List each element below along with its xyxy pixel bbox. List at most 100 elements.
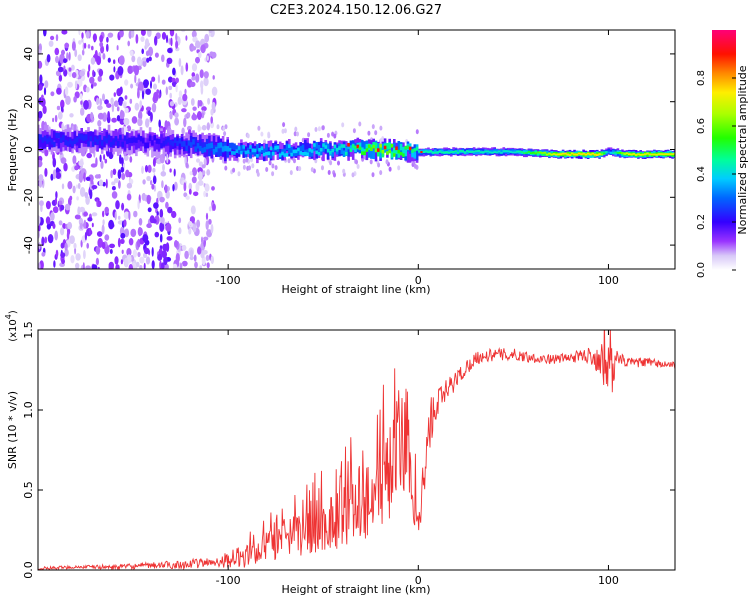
spectrogram-cell bbox=[102, 53, 106, 60]
spectrogram-cell bbox=[75, 253, 81, 261]
spectrogram-cell bbox=[171, 210, 177, 219]
spectrogram-cell bbox=[89, 76, 95, 84]
spectrogram-cell bbox=[242, 164, 246, 170]
spectrogram-cell bbox=[272, 152, 275, 156]
spectrogram-cell bbox=[202, 250, 208, 255]
spectrogram-cell bbox=[206, 262, 210, 269]
spectrogram-cell bbox=[189, 81, 196, 88]
spectrogram-cell bbox=[39, 134, 42, 140]
spectrogram-cell bbox=[163, 255, 168, 266]
spectrogram-cell bbox=[98, 135, 102, 141]
spectrogram-cell bbox=[137, 199, 140, 210]
spectrogram-cell bbox=[123, 211, 130, 219]
spectrogram-cell bbox=[623, 153, 626, 155]
spectrogram-cell bbox=[500, 151, 503, 154]
spectrogram-cell bbox=[245, 157, 249, 163]
spectrogram-cell bbox=[100, 160, 104, 169]
spectrogram-cell bbox=[71, 72, 77, 79]
spectrogram-cell bbox=[379, 170, 383, 176]
spectrogram-cell bbox=[46, 223, 52, 230]
spectrogram-cell bbox=[181, 127, 185, 136]
spectrogram-cell bbox=[605, 151, 608, 153]
spectrogram-cell bbox=[130, 228, 137, 238]
spectrogram-cell bbox=[209, 121, 215, 129]
spectrogram-cell bbox=[55, 191, 58, 199]
spectrogram-cell bbox=[38, 110, 43, 119]
spectrogram-cell bbox=[38, 179, 43, 188]
spectrogram-cell bbox=[306, 152, 309, 156]
spectrogram-cell bbox=[143, 79, 149, 87]
spectrogram-cell bbox=[127, 40, 130, 47]
spectrogram-cell bbox=[440, 149, 444, 153]
spectrogram-cell bbox=[82, 135, 86, 141]
spectrogram-cell bbox=[152, 175, 157, 185]
spectrogram-cell bbox=[397, 149, 401, 154]
spectrogram-cell bbox=[75, 184, 79, 189]
spectrogram-cell bbox=[662, 153, 665, 156]
spectrogram-cell bbox=[246, 150, 250, 154]
spectrogram-cell bbox=[80, 107, 85, 116]
spectrogram-cell bbox=[192, 139, 195, 145]
spectrogram-cell bbox=[313, 145, 316, 161]
spectrogram-cell bbox=[103, 136, 106, 142]
spectrogram-cell bbox=[151, 102, 157, 113]
spectrogram-cell bbox=[319, 148, 323, 156]
spectrogram-cell bbox=[55, 133, 58, 144]
spectrogram-cell bbox=[618, 152, 622, 154]
spectrogram-cell bbox=[231, 151, 234, 155]
spectrogram-cell bbox=[148, 56, 152, 62]
spectrogram-cell bbox=[102, 181, 106, 187]
spectrogram-cell bbox=[53, 141, 56, 148]
spectrogram-cell bbox=[97, 75, 102, 82]
spectrogram-cell bbox=[411, 150, 414, 158]
spectrogram-cell bbox=[87, 141, 90, 147]
spectrogram-cell bbox=[399, 151, 403, 156]
spectrogram-cell bbox=[144, 38, 150, 48]
spectrogram-cell bbox=[486, 151, 490, 155]
spectrogram-cell bbox=[475, 150, 478, 153]
spectrogram-cell bbox=[518, 150, 522, 154]
spectrogram-cell bbox=[69, 195, 73, 201]
spectrogram-cell bbox=[139, 136, 143, 142]
spectrogram-cell bbox=[50, 91, 55, 97]
spectrogram-cell bbox=[240, 150, 243, 155]
spectrogram-cell bbox=[106, 36, 109, 43]
spectrogram-cell bbox=[306, 142, 309, 153]
spectrogram-cell bbox=[283, 148, 286, 156]
spectrogram-cell bbox=[44, 80, 49, 89]
spectrogram-cell bbox=[326, 143, 330, 151]
spectrogram-cell bbox=[160, 171, 167, 177]
spectrogram-cell bbox=[582, 152, 585, 155]
spectrogram-cell bbox=[118, 55, 125, 66]
spectrogram-cell bbox=[226, 147, 229, 158]
spectrogram-cell bbox=[379, 143, 382, 148]
spectrogram-cell bbox=[66, 231, 70, 240]
spectrogram-cell bbox=[113, 100, 119, 107]
spectrogram-cell bbox=[561, 152, 565, 155]
spectrogram-cell bbox=[285, 153, 289, 157]
spectrogram-cell bbox=[175, 40, 179, 49]
y-tick-label: 0.5 bbox=[22, 481, 35, 499]
spectrogram-cell bbox=[176, 140, 179, 147]
spectrogram-cell bbox=[137, 226, 143, 237]
spectrogram-cell bbox=[123, 219, 127, 227]
spectrogram-cell bbox=[365, 144, 369, 151]
spectrogram-cell bbox=[113, 92, 117, 97]
spectrogram-cell bbox=[152, 158, 156, 167]
spectrogram-cell bbox=[205, 144, 209, 150]
spectrogram-cell bbox=[404, 145, 407, 150]
spectrogram-cell bbox=[57, 133, 61, 139]
spectrogram-cell bbox=[72, 185, 76, 194]
spectrogram-cell bbox=[648, 151, 652, 156]
spectrogram-cell bbox=[249, 152, 252, 159]
spectrogram-cell bbox=[94, 136, 97, 142]
spectrogram-cell bbox=[205, 192, 209, 198]
spectrogram-cell bbox=[169, 142, 172, 153]
spectrogram-cell bbox=[79, 70, 85, 77]
spectrogram-cell bbox=[354, 145, 357, 150]
spectrogram-cell bbox=[175, 253, 180, 263]
spectrogram-cell bbox=[162, 163, 165, 172]
spectrogram-cell bbox=[38, 133, 40, 140]
spectrogram-cell bbox=[586, 152, 590, 155]
spectrogram-cell bbox=[338, 146, 341, 150]
